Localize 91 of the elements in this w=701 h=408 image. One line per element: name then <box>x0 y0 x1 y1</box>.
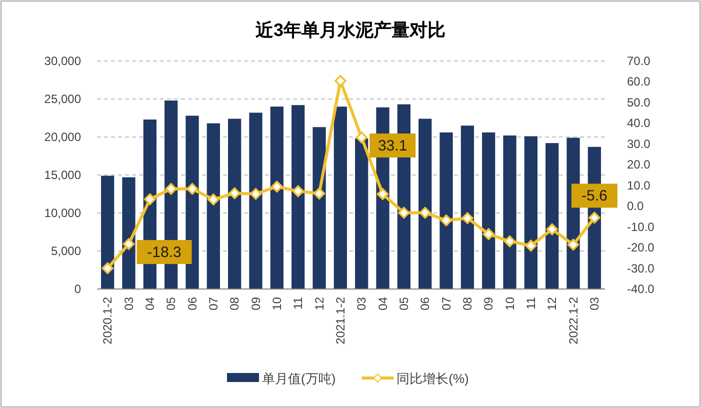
legend-label: 同比增长(%) <box>396 371 469 386</box>
x-tick-label: 2022.1-2 <box>566 296 580 344</box>
x-tick-label: 05 <box>164 296 178 310</box>
x-tick-label: 09 <box>248 296 263 310</box>
point <box>567 238 580 251</box>
bar <box>418 118 432 289</box>
bar <box>460 126 474 289</box>
y2-tick-label: 0.0 <box>627 199 644 214</box>
point <box>482 228 494 240</box>
point <box>102 262 114 274</box>
y-tick-label: 25,000 <box>44 92 82 106</box>
point <box>504 235 516 248</box>
point <box>334 75 346 87</box>
y2-tick-label: 10.0 <box>627 178 651 192</box>
point <box>419 206 431 219</box>
x-tick-label: 07 <box>439 296 454 310</box>
y2-tick-label: 30.0 <box>627 136 651 151</box>
x-tick-label: 10 <box>502 296 517 310</box>
x-tick-label: 06 <box>418 296 432 310</box>
point <box>525 240 537 252</box>
data-label: -5.6 <box>581 188 608 205</box>
x-tick-label: 03 <box>354 296 369 310</box>
bar <box>355 138 368 289</box>
bar <box>503 135 516 289</box>
point <box>313 188 326 200</box>
y-tick-label: 0 <box>74 282 82 296</box>
bar <box>249 112 262 289</box>
legend-label: 单月值(万吨) <box>262 371 336 386</box>
point <box>165 182 177 195</box>
point <box>250 188 262 200</box>
bar <box>292 105 305 289</box>
point <box>588 212 600 224</box>
point <box>228 187 240 200</box>
point <box>440 214 452 226</box>
y-tick-label: 10,000 <box>44 206 82 220</box>
point <box>122 238 135 250</box>
bar <box>546 143 559 289</box>
x-tick-label: 08 <box>228 296 242 310</box>
x-tick-label: 2021.1-2 <box>333 296 348 344</box>
point <box>271 180 283 193</box>
y2-tick-label: -40.0 <box>627 282 655 296</box>
bar <box>186 116 199 289</box>
data-label: -18.3 <box>147 244 182 262</box>
x-tick-label: 12 <box>545 296 560 310</box>
y-tick-label: 15,000 <box>44 168 82 182</box>
point <box>356 132 368 144</box>
bar <box>312 127 326 289</box>
point <box>144 193 156 206</box>
point <box>398 206 410 219</box>
x-tick-label: 04 <box>376 296 390 310</box>
x-tick-label: 07 <box>206 296 220 310</box>
bar <box>334 106 347 289</box>
bar <box>122 177 136 289</box>
x-tick-label: 11 <box>524 296 538 310</box>
x-tick-label: 03 <box>587 296 602 310</box>
y2-tick-label: 50.0 <box>627 95 651 110</box>
point <box>376 188 389 200</box>
x-tick-label: 12 <box>312 296 326 310</box>
y2-tick-label: 20.0 <box>627 158 651 172</box>
x-tick-label: 06 <box>185 296 200 310</box>
y2-tick-label: -10.0 <box>627 220 655 234</box>
chart-title: 近3年单月水泥产量对比 <box>254 20 446 40</box>
x-tick-label: 09 <box>482 296 496 310</box>
point <box>208 194 220 206</box>
point <box>186 182 198 195</box>
point <box>462 212 474 224</box>
bar <box>482 132 496 289</box>
bar <box>440 132 453 289</box>
y2-tick-label: 70.0 <box>627 54 651 68</box>
x-tick-label: 08 <box>460 296 474 310</box>
y-tick-label: 30,000 <box>44 54 82 68</box>
point <box>292 185 304 198</box>
bar <box>228 118 242 289</box>
x-tick-label: 10 <box>270 296 284 310</box>
bar <box>101 176 114 289</box>
bar <box>270 106 284 289</box>
y-tick-label: 20,000 <box>44 130 82 144</box>
bar <box>524 136 538 289</box>
x-tick-label: 04 <box>142 296 157 310</box>
bar <box>206 123 220 289</box>
point <box>546 223 558 236</box>
y2-tick-label: 60.0 <box>627 74 651 89</box>
y-tick-label: 5,000 <box>50 244 82 258</box>
x-tick-label: 05 <box>396 296 411 310</box>
y2-tick-label: -30.0 <box>627 261 655 276</box>
x-tick-label: 11 <box>291 296 306 310</box>
y2-tick-label: 40.0 <box>627 116 651 130</box>
data-label: 33.1 <box>378 137 408 154</box>
x-tick-label: 03 <box>122 296 136 310</box>
y2-tick-label: -20.0 <box>627 240 655 255</box>
x-tick-label: 2020.1-2 <box>100 296 115 344</box>
